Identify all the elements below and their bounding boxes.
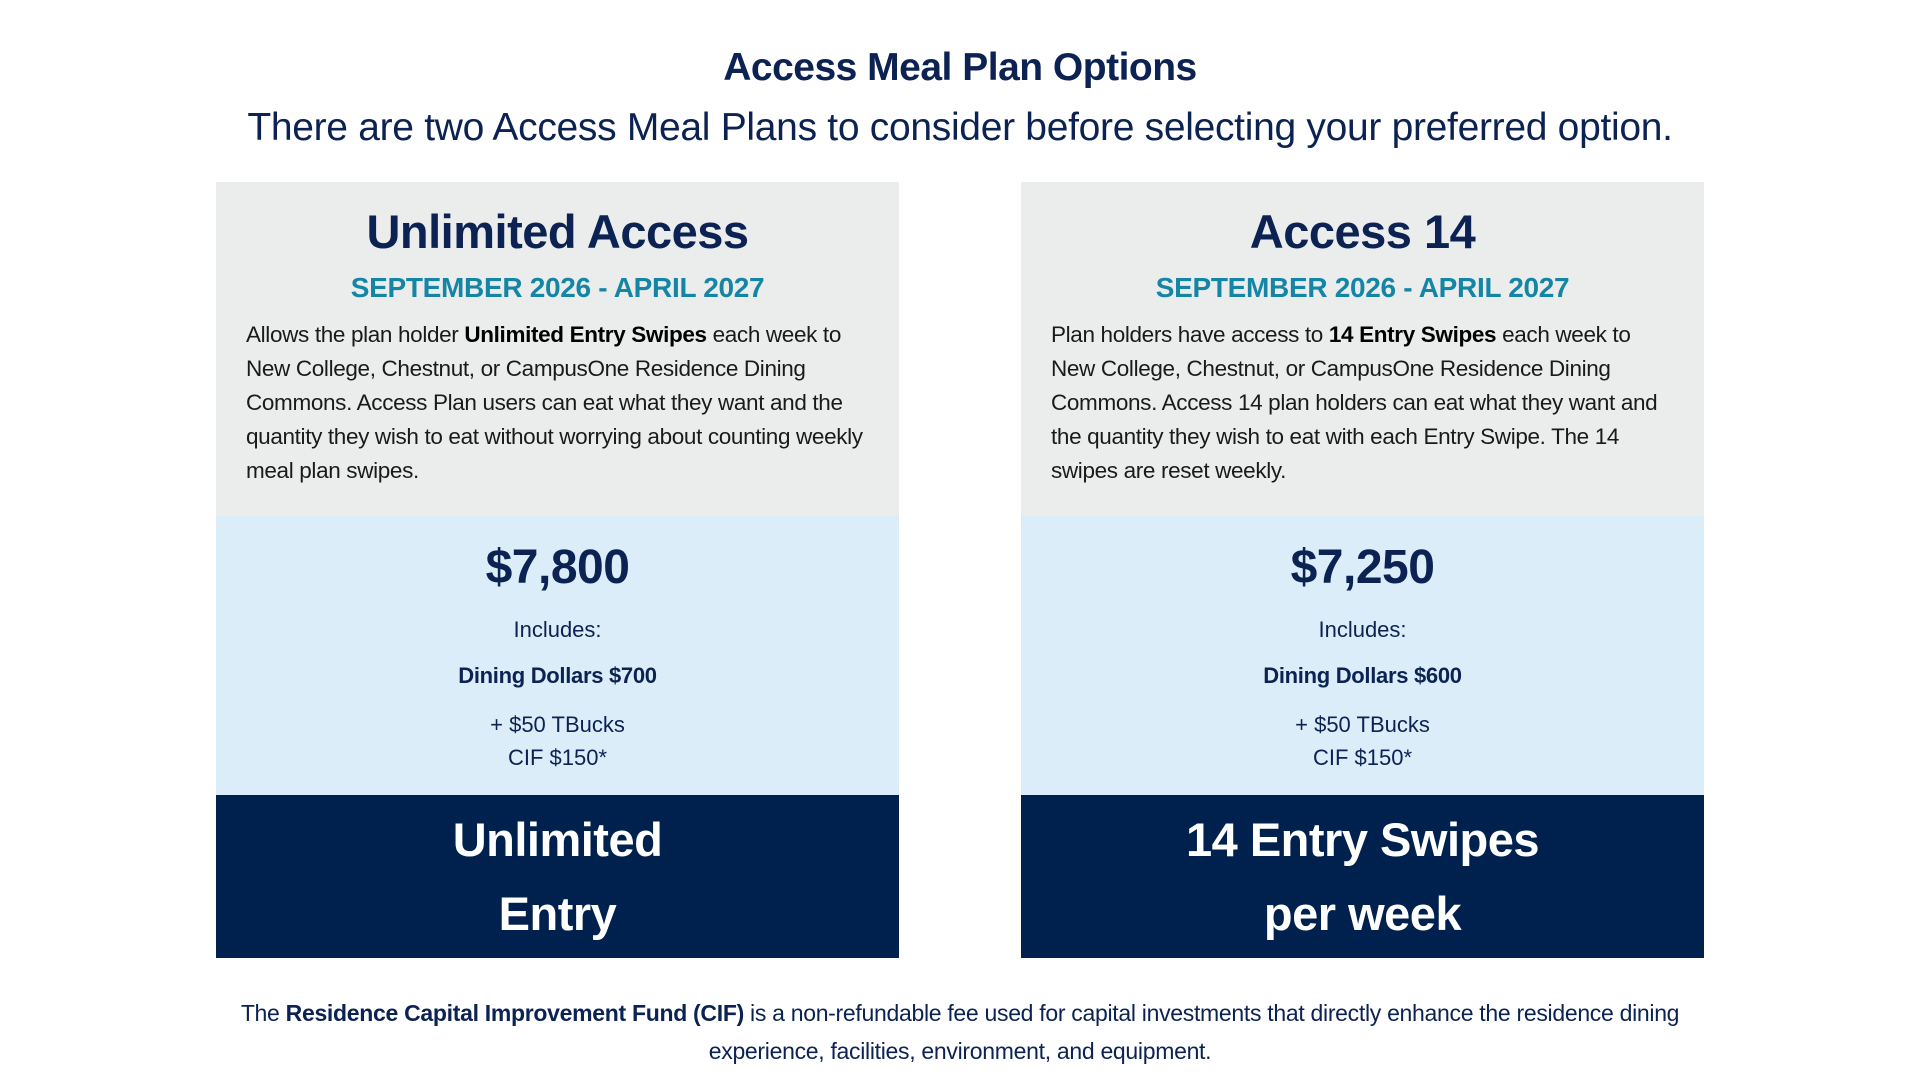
plan-name: Unlimited Access	[366, 205, 749, 258]
description-text: each week to New College, Chestnut, or C…	[246, 322, 863, 483]
plan-extras: + $50 TBucks CIF $150*	[216, 708, 899, 774]
includes-label: Includes:	[513, 617, 602, 642]
cif-fee: CIF $150*	[1312, 745, 1413, 770]
plan-overview-section: Unlimited Access SEPTEMBER 2026 - APRIL …	[216, 182, 899, 516]
plan-price: $7,250	[1290, 541, 1435, 594]
plan-description: Allows the plan holder Unlimited Entry S…	[246, 318, 873, 488]
dining-dollars: Dining Dollars $700	[458, 663, 657, 688]
entry-line-1: Unlimited	[452, 812, 663, 866]
cif-fee: CIF $150*	[507, 745, 608, 770]
footnote-highlight: Residence Capital Improvement Fund (CIF)	[285, 1000, 745, 1026]
description-highlight: 14 Entry Swipes	[1328, 322, 1497, 347]
tbucks: + $50 TBucks	[1295, 712, 1430, 737]
description-text: each week to New College, Chestnut, or C…	[1051, 322, 1658, 483]
entry-line-2: per week	[1263, 886, 1462, 940]
includes-label: Includes:	[1318, 617, 1407, 642]
plan-extras: + $50 TBucks CIF $150*	[1021, 708, 1704, 774]
plan-pricing-section: $7,800 Includes: Dining Dollars $700 + $…	[216, 516, 899, 795]
tbucks: + $50 TBucks	[490, 712, 625, 737]
plan-overview-section: Access 14 SEPTEMBER 2026 - APRIL 2027 Pl…	[1021, 182, 1704, 516]
page-subtitle: There are two Access Meal Plans to consi…	[247, 106, 1673, 149]
footnote-text: is a non-refundable fee used for capital…	[708, 1000, 1680, 1064]
plan-entry-banner: 14 Entry Swipes per week	[1021, 795, 1704, 958]
plan-dates: SEPTEMBER 2026 - APRIL 2027	[1155, 272, 1570, 303]
entry-line-1: 14 Entry Swipes	[1186, 812, 1540, 866]
cif-footnote: The Residence Capital Improvement Fund (…	[200, 994, 1720, 1070]
plan-dates: SEPTEMBER 2026 - APRIL 2027	[350, 272, 765, 303]
plan-description: Plan holders have access to 14 Entry Swi…	[1051, 318, 1678, 488]
description-text: Plan holders have access to	[1051, 322, 1329, 347]
plan-name: Access 14	[1249, 205, 1476, 258]
footnote-text: The	[240, 1000, 286, 1026]
dining-dollars: Dining Dollars $600	[1263, 663, 1462, 688]
page-title: Access Meal Plan Options	[723, 46, 1197, 89]
plan-entry-banner: Unlimited Entry	[216, 795, 899, 958]
plan-price: $7,800	[485, 541, 630, 594]
description-text: Allows the plan holder	[246, 322, 465, 347]
plan-card-access-14: Access 14 SEPTEMBER 2026 - APRIL 2027 Pl…	[1021, 182, 1704, 958]
entry-line-2: Entry	[498, 886, 617, 940]
plan-card-unlimited-access: Unlimited Access SEPTEMBER 2026 - APRIL …	[216, 182, 899, 958]
plan-pricing-section: $7,250 Includes: Dining Dollars $600 + $…	[1021, 516, 1704, 795]
description-highlight: Unlimited Entry Swipes	[464, 322, 707, 347]
